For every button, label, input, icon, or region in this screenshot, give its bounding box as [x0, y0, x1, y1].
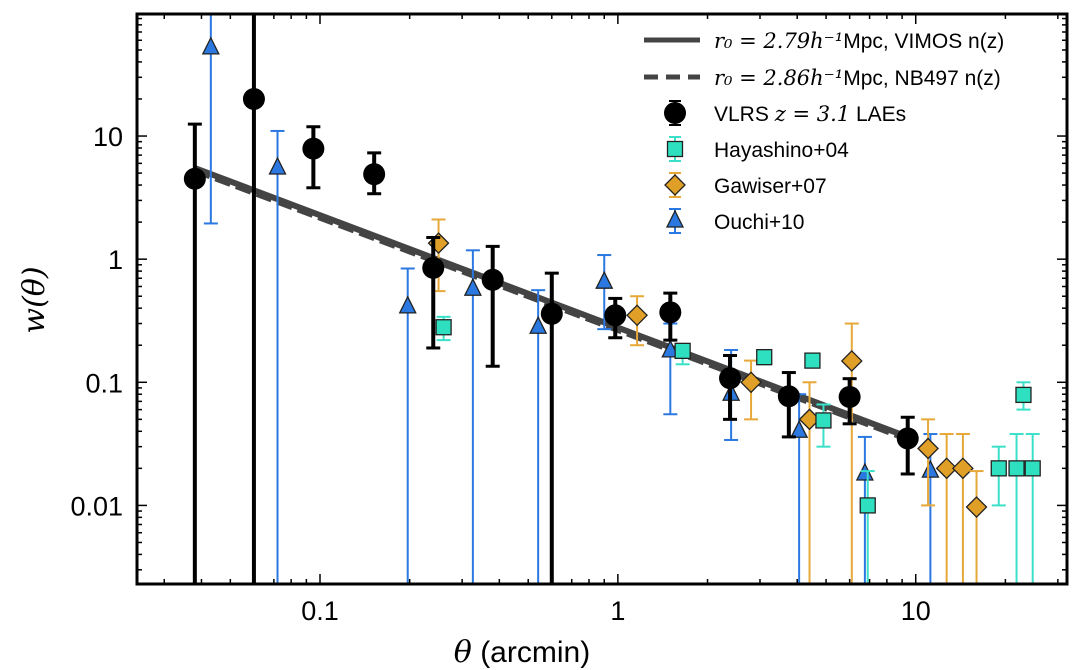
legend-label-math: z = 3.1 — [774, 102, 850, 126]
data-point-diamond — [840, 350, 863, 372]
data-point-circle — [481, 268, 504, 291]
data-point-square — [1024, 460, 1041, 477]
legend-label-math: r₀ = 2.79h⁻¹ — [714, 29, 843, 53]
legend-label: Hayashino+04 — [714, 139, 849, 162]
y-tick-label: 1 — [108, 245, 123, 275]
legend-marker-circle — [664, 102, 686, 124]
y-tick-label: 10 — [93, 122, 123, 152]
x-axis-label: θ (arcmin) — [454, 635, 590, 670]
y-tick-label: 0.01 — [70, 491, 123, 521]
legend-label: r₀ = 2.79h⁻¹Mpc, VIMOS n(z) — [714, 29, 1004, 53]
x-axis-label-unit: (arcmin) — [472, 636, 590, 669]
data-point-circle — [604, 304, 627, 327]
data-point-square — [1015, 386, 1032, 404]
data-point-triangle — [201, 36, 220, 55]
series-hayashino-04 — [435, 315, 1041, 584]
x-axis-label-theta: θ — [454, 635, 472, 670]
data-point-circle — [422, 256, 445, 279]
data-point-circle — [183, 167, 206, 190]
legend-label: Gawiser+07 — [714, 175, 827, 198]
data-point-triangle — [398, 295, 417, 314]
data-point-circle — [540, 302, 563, 325]
legend-label-text: VLRS — [714, 103, 775, 126]
data-point-diamond — [935, 457, 958, 480]
data-point-circle — [896, 427, 919, 450]
data-point-square — [815, 412, 832, 429]
data-point-circle — [719, 367, 742, 390]
y-axis-label-text: w(θ) — [17, 266, 52, 333]
data-point-triangle — [463, 277, 482, 296]
data-point-triangle — [661, 339, 680, 358]
legend-label: Ouchi+10 — [714, 211, 804, 234]
x-tick-label: 0.1 — [301, 596, 339, 626]
legend-label-text: Mpc, VIMOS n(z) — [843, 30, 1004, 53]
data-point-circle — [659, 301, 682, 324]
x-tick-label: 1 — [610, 596, 625, 626]
legend-marker-square — [666, 140, 684, 158]
data-point-circle — [302, 137, 325, 160]
data-point-square — [674, 342, 691, 360]
data-point-diamond — [626, 304, 648, 327]
legend-label-math: r₀ = 2.86h⁻¹ — [714, 66, 843, 90]
data-point-circle — [777, 385, 800, 408]
data-point-triangle — [790, 419, 809, 438]
axis-ticks — [137, 14, 1067, 584]
data-point-circle — [838, 385, 861, 408]
data-point-diamond — [965, 496, 988, 518]
legend-marker-triangle — [665, 209, 685, 228]
data-point-triangle — [529, 315, 548, 334]
data-point-circle — [242, 87, 265, 110]
x-tick-label: 10 — [901, 596, 931, 626]
data-point-triangle — [595, 270, 614, 289]
legend-label-text: Mpc, NB497 n(z) — [843, 67, 1001, 90]
y-axis-label: w(θ) — [17, 266, 52, 333]
data-point-circle — [363, 163, 386, 186]
series-ouchi-10 — [201, 14, 940, 584]
data-point-square — [1008, 460, 1025, 477]
data-point-triangle — [268, 156, 287, 175]
legend: r₀ = 2.79h⁻¹Mpc, VIMOS n(z)r₀ = 2.86h⁻¹M… — [644, 29, 1004, 234]
plot-frame — [135, 12, 1069, 586]
data-point-square — [804, 352, 821, 369]
series-vlrs-z-3-1-laes — [183, 14, 919, 584]
legend-label: VLRS z = 3.1 LAEs — [714, 102, 906, 126]
legend-label: r₀ = 2.86h⁻¹Mpc, NB497 n(z) — [714, 66, 1001, 90]
data-point-square — [990, 460, 1007, 477]
data-point-diamond — [740, 371, 762, 394]
legend-label-text: LAEs — [850, 103, 906, 126]
series-gawiser-07 — [427, 218, 988, 584]
data-point-triangle — [921, 459, 940, 478]
data-point-diamond — [951, 457, 974, 480]
legend-marker-diamond — [664, 174, 686, 196]
y-tick-label: 0.1 — [85, 368, 123, 398]
data-point-diamond — [917, 437, 939, 460]
data-point-square — [859, 497, 876, 514]
data-point-square — [435, 319, 452, 336]
data-point-square — [756, 349, 773, 366]
plot-marks — [183, 14, 1041, 584]
